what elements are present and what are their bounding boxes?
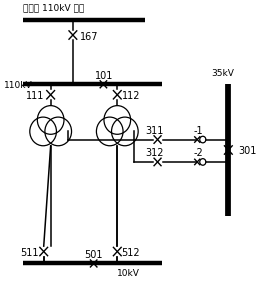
Text: 512: 512 [121,248,140,258]
Text: 110kV: 110kV [3,81,32,90]
Text: 301: 301 [238,146,256,157]
Circle shape [97,117,123,146]
Text: 10kV: 10kV [117,269,140,278]
Text: -2: -2 [194,148,203,158]
Text: 安平所 110kV 母线: 安平所 110kV 母线 [23,4,84,13]
Text: 101: 101 [95,71,114,81]
Text: -1: -1 [194,126,203,136]
Circle shape [45,117,71,146]
Circle shape [104,106,131,134]
Circle shape [112,117,138,146]
Text: 501: 501 [84,250,102,260]
Text: 112: 112 [121,91,140,101]
Text: 511: 511 [20,248,39,258]
Circle shape [37,106,64,134]
Circle shape [30,117,56,146]
Text: 111: 111 [26,91,44,101]
Text: 312: 312 [145,148,163,158]
Text: 35kV: 35kV [212,69,235,78]
Text: 311: 311 [145,126,163,136]
Text: 167: 167 [80,32,98,42]
